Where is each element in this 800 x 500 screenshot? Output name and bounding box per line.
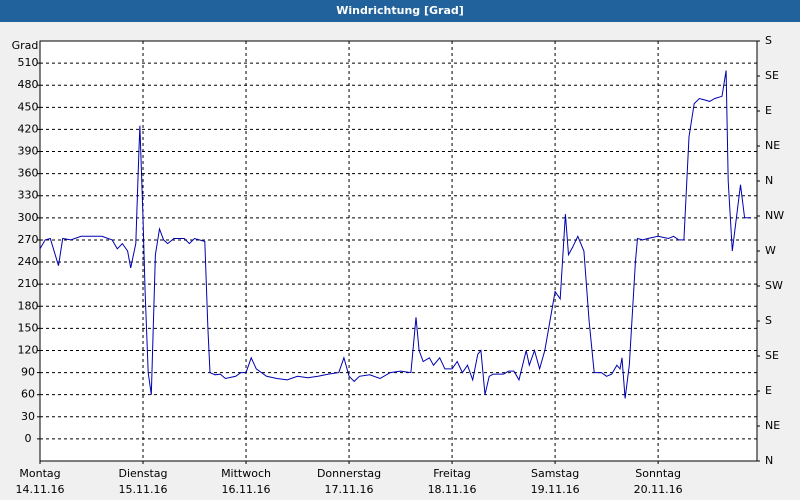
y-tick-label: 120 (18, 343, 39, 356)
y2-tick-label: SE (765, 349, 779, 362)
plot-border (39, 40, 758, 462)
x-tick-label: Dienstag (118, 467, 167, 480)
x-tick-label: Mittwoch (221, 467, 271, 480)
y-tick-label: 60 (21, 388, 35, 401)
y-tick-label: 450 (18, 100, 39, 113)
y-tick-label: 270 (18, 233, 39, 246)
y-tick-label: 300 (18, 211, 39, 224)
y-tick-label: 480 (18, 78, 39, 91)
y-tick-label: 210 (18, 277, 39, 290)
y2-tick-label: NW (765, 209, 784, 222)
y2-tick-label: N (765, 174, 773, 187)
y-tick-label: 150 (18, 321, 39, 334)
x-tick-sublabel: 14.11.16 (16, 483, 65, 496)
y2-tick-label: W (765, 244, 776, 257)
chart-title: Windrichtung [Grad] (336, 4, 464, 17)
y2-tick-label: N (765, 454, 773, 467)
y2-tick-label: NE (765, 139, 780, 152)
x-tick-label: Samstag (531, 467, 579, 480)
data-line (39, 70, 751, 399)
x-tick-label: Freitag (433, 467, 471, 480)
y2-tick-label: SE (765, 69, 779, 82)
y-tick-label: 420 (18, 122, 39, 135)
x-tick-sublabel: 18.11.16 (428, 483, 477, 496)
y-tick-label: 360 (18, 167, 39, 180)
y-tick-label: 90 (21, 366, 35, 379)
y-tick-label: 0 (25, 432, 32, 445)
y-tick-label: 330 (18, 189, 39, 202)
y-tick-label: 240 (18, 255, 39, 268)
y2-tick-label: E (765, 104, 772, 117)
x-tick-label: Sonntag (635, 467, 681, 480)
x-tick-label: Donnerstag (317, 467, 381, 480)
y2-tick-label: E (765, 384, 772, 397)
y2-tick-label: NE (765, 419, 780, 432)
plot-area (40, 41, 757, 461)
y2-tick-label: SW (765, 279, 783, 292)
title-bar (0, 0, 800, 22)
x-tick-label: Montag (19, 467, 60, 480)
y2-tick-label: S (765, 34, 772, 47)
y-tick-label: 180 (18, 299, 39, 312)
y-tick-label: 510 (18, 56, 39, 69)
x-tick-sublabel: 16.11.16 (222, 483, 271, 496)
x-tick-sublabel: 20.11.16 (634, 483, 683, 496)
y-tick-label: 30 (21, 410, 35, 423)
x-tick-sublabel: 17.11.16 (325, 483, 374, 496)
x-tick-sublabel: 19.11.16 (531, 483, 580, 496)
x-tick-sublabel: 15.11.16 (119, 483, 168, 496)
y-tick-label: 390 (18, 145, 39, 158)
y2-tick-label: S (765, 314, 772, 327)
y-axis-label: Grad (12, 39, 39, 52)
